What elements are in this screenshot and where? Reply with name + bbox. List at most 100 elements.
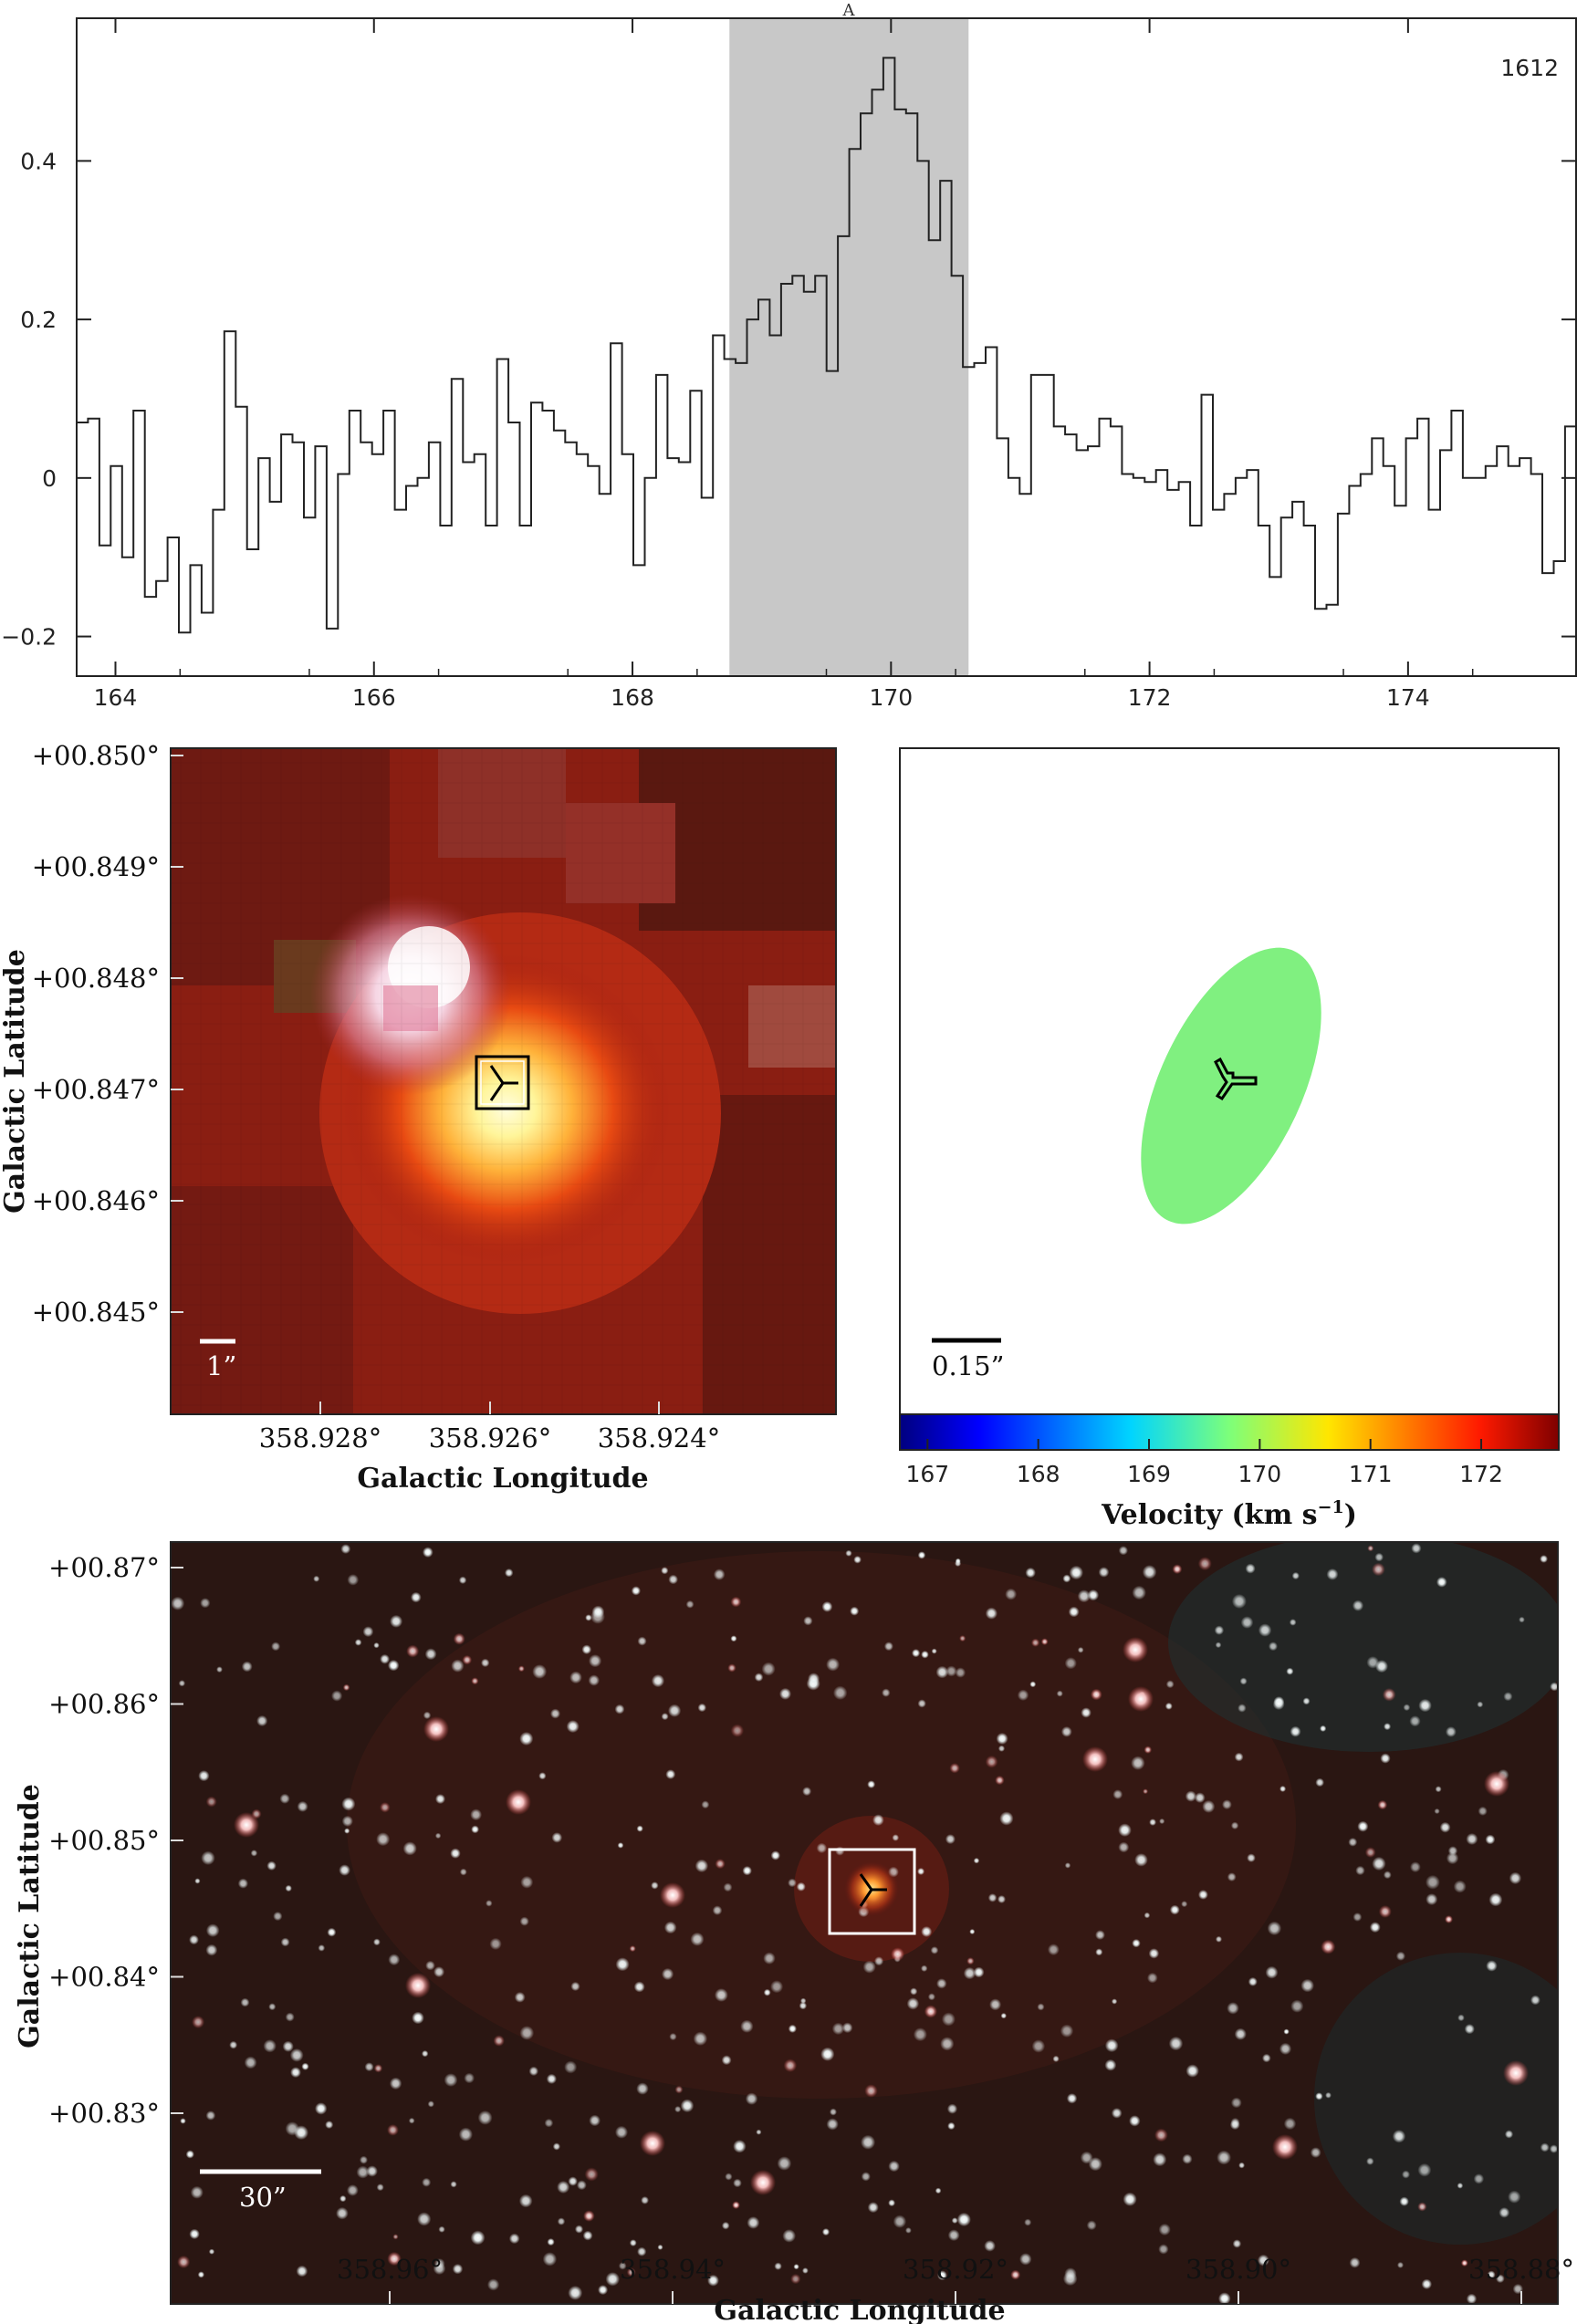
star	[1355, 1865, 1365, 1876]
star	[1445, 1915, 1453, 1923]
star	[216, 1666, 223, 1673]
star	[1182, 2153, 1193, 2164]
star	[373, 2064, 383, 2073]
star	[1080, 2151, 1093, 2164]
bright-star	[1484, 1771, 1509, 1797]
zoom-x-axis-title: Galactic Longitude	[357, 1463, 648, 1495]
star	[313, 1575, 320, 1582]
star	[1202, 1799, 1216, 1813]
star	[1143, 1788, 1149, 1795]
star	[1158, 2244, 1169, 2255]
star	[574, 2225, 584, 2234]
star	[826, 1657, 840, 1672]
star	[1064, 1862, 1071, 1869]
star	[1169, 1904, 1180, 1915]
star	[1402, 2170, 1410, 2179]
star	[347, 2184, 359, 2196]
star	[725, 2173, 733, 2181]
star	[1024, 2218, 1032, 2226]
star	[1457, 2183, 1464, 2189]
star	[663, 1921, 677, 1934]
spectrum-y-tick-label: 0.2	[20, 307, 57, 333]
star	[997, 1745, 1006, 1752]
star	[1302, 1697, 1311, 1705]
star	[268, 2003, 277, 2011]
star	[723, 1882, 733, 1892]
spectrum-x-tick-label: 164	[94, 684, 138, 711]
star	[1048, 1944, 1060, 1956]
star	[294, 2125, 308, 2141]
star	[514, 1992, 526, 2003]
star	[1289, 1619, 1297, 1626]
star	[910, 1987, 918, 1996]
star	[477, 2110, 493, 2125]
star	[471, 1677, 479, 1685]
star	[1031, 2039, 1046, 2053]
star	[557, 2181, 570, 2194]
star	[841, 2022, 853, 2034]
star	[1098, 1567, 1110, 1578]
star	[1234, 1752, 1244, 1762]
star	[940, 2037, 955, 2051]
star	[408, 2117, 415, 2124]
colorbar-title: Velocity (km s−1)	[1101, 1497, 1357, 1531]
star	[657, 2244, 663, 2250]
star	[1172, 1564, 1183, 1575]
star	[411, 1591, 422, 1603]
star	[1369, 1922, 1381, 1933]
wide-x-tick-label: 358.92°	[903, 2254, 1008, 2285]
star	[1283, 2028, 1290, 2035]
star	[1005, 1588, 1018, 1600]
star	[963, 1966, 976, 1980]
star	[1439, 1821, 1451, 1833]
wide-field-panel: 30” 358.96° 358.94° 358.92° 358.90° 358.88° …	[14, 1541, 1574, 2324]
star	[1372, 1562, 1385, 1577]
star	[820, 2047, 835, 2061]
star	[470, 1808, 482, 1821]
star	[583, 2210, 595, 2222]
star	[1380, 1753, 1391, 1764]
star	[547, 2238, 555, 2246]
star	[197, 2271, 204, 2278]
star	[893, 2215, 907, 2228]
star	[949, 1763, 960, 1774]
star	[528, 2066, 538, 2077]
star	[913, 2027, 927, 2042]
star	[669, 2033, 677, 2041]
star	[205, 2110, 216, 2121]
star	[951, 2217, 958, 2225]
star	[1397, 2261, 1404, 2268]
star	[802, 2267, 809, 2274]
star	[433, 1966, 445, 1978]
star	[532, 1664, 548, 1679]
star	[171, 1596, 185, 1610]
zoom-y-ticks: +00.850° +00.849° +00.848° +00.847° +00.846°…	[32, 740, 183, 1328]
star	[1142, 1565, 1157, 1579]
star	[629, 1945, 636, 1953]
star	[730, 1724, 745, 1737]
star	[423, 1711, 432, 1720]
star	[1519, 1616, 1525, 1623]
star	[424, 1648, 437, 1661]
bright-star	[750, 2170, 776, 2195]
wide-x-tick-label: 358.90°	[1185, 2254, 1291, 2285]
star	[1148, 1948, 1160, 1959]
star	[406, 1644, 420, 1658]
zoom-y-tick-label: +00.847°	[32, 1074, 160, 1105]
star	[1300, 1978, 1314, 1993]
star	[808, 1673, 820, 1685]
wide-y-tick-label: +00.85°	[48, 1825, 160, 1856]
spectrum-x-tick-label: 166	[352, 684, 396, 711]
zoom-y-tick-label: +00.848°	[32, 963, 160, 994]
zoom-image-panel: 1” 358.928° 358.926° 358.924° +00.850°+00.…	[0, 740, 837, 1495]
wide-y-tick-label: +00.86°	[48, 1689, 160, 1720]
star	[289, 2048, 304, 2062]
star	[883, 1641, 893, 1652]
star	[577, 2180, 587, 2191]
star	[853, 1556, 862, 1564]
star	[325, 2121, 334, 2130]
star	[987, 1893, 997, 1902]
star	[192, 2016, 205, 2029]
star	[1326, 1568, 1339, 1580]
star	[1234, 2027, 1247, 2040]
